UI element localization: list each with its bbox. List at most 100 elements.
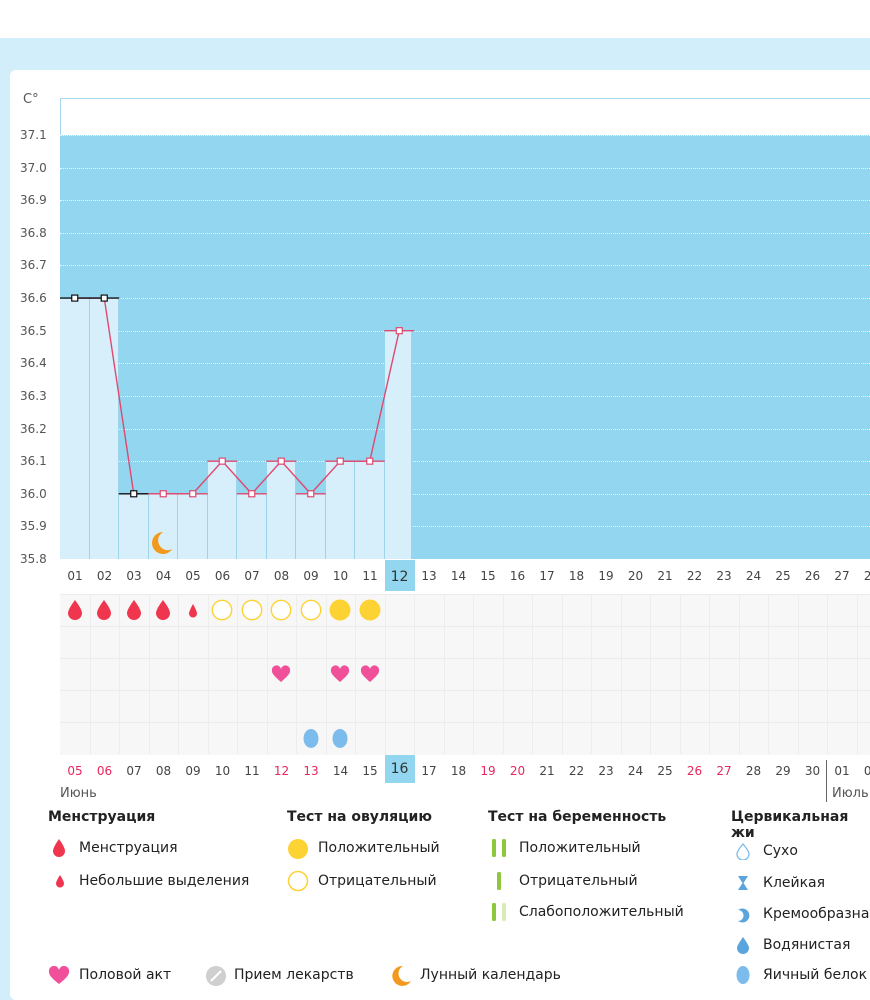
calendar-date-label[interactable]: 27 — [716, 764, 732, 778]
calendar-date-label[interactable]: 02 — [863, 764, 870, 778]
calendar-date-label[interactable]: 22 — [568, 764, 585, 778]
ovulation-positive-marker[interactable] — [359, 599, 381, 621]
intercourse-heart-icon[interactable] — [271, 665, 291, 683]
cycle-day-label[interactable]: 18 — [568, 569, 585, 583]
intercourse-heart-icon[interactable] — [330, 665, 350, 683]
calendar-date-label[interactable]: 05 — [67, 764, 83, 778]
day-column — [325, 461, 355, 559]
ovulation-negative-marker[interactable] — [241, 599, 263, 621]
ovulation-negative-marker[interactable] — [300, 599, 322, 621]
cycle-day-label[interactable]: 24 — [745, 569, 762, 583]
menstruation-drop-icon[interactable] — [155, 599, 171, 621]
calendar-date-label[interactable]: 29 — [775, 764, 791, 778]
calendar-date-label[interactable]: 26 — [686, 764, 703, 778]
grid-line — [60, 200, 870, 202]
cycle-day-label[interactable]: 20 — [627, 569, 644, 583]
menstruation-drop-icon[interactable] — [67, 599, 83, 621]
calendar-date-label[interactable]: 16 — [384, 755, 415, 783]
legend-item-intercourse: Половой акт — [79, 967, 172, 983]
temperature-point — [189, 490, 197, 498]
day-column — [89, 298, 119, 559]
row-cell-separator — [532, 594, 533, 754]
light-drop-icon[interactable] — [188, 603, 198, 619]
cycle-day-label[interactable]: 16 — [509, 569, 526, 583]
calendar-date-label[interactable]: 24 — [627, 764, 644, 778]
cycle-day-label[interactable]: 28 — [863, 569, 870, 583]
month-label-july: Июль — [832, 786, 869, 801]
cycle-day-label[interactable]: 23 — [716, 569, 732, 583]
menstruation-drop-icon[interactable] — [126, 599, 142, 621]
calendar-date-label[interactable]: 11 — [244, 764, 260, 778]
calendar-date-label[interactable]: 14 — [332, 764, 349, 778]
calendar-date-label[interactable]: 07 — [126, 764, 142, 778]
row-cell-separator — [620, 594, 622, 754]
calendar-date-label[interactable]: 13 — [303, 764, 319, 778]
calendar-date-label[interactable]: 19 — [480, 764, 496, 778]
row-cell-separator — [384, 594, 386, 754]
calendar-date-label[interactable]: 23 — [598, 764, 614, 778]
cycle-day-label[interactable]: 14 — [450, 569, 467, 583]
intercourse-heart-icon[interactable] — [360, 665, 380, 683]
ovulation-positive-marker[interactable] — [329, 599, 351, 621]
cycle-day-label[interactable]: 27 — [834, 569, 850, 583]
calendar-date-label[interactable]: 06 — [96, 764, 113, 778]
cycle-day-label[interactable]: 11 — [362, 569, 378, 583]
y-tick-label: 36.2 — [20, 421, 47, 436]
row-cell-separator — [561, 594, 563, 754]
calendar-date-label[interactable]: 15 — [362, 764, 378, 778]
cycle-day-label[interactable]: 17 — [539, 569, 555, 583]
cycle-day-label[interactable]: 01 — [67, 569, 83, 583]
calendar-date-label[interactable]: 25 — [657, 764, 673, 778]
ovulation-negative-marker[interactable] — [211, 599, 233, 621]
row-cell-separator — [325, 594, 327, 754]
cycle-day-label[interactable]: 15 — [480, 569, 496, 583]
cycle-day-label[interactable]: 02 — [96, 569, 113, 583]
ovulation-negative-marker[interactable] — [270, 599, 292, 621]
cycle-day-label[interactable]: 21 — [657, 569, 673, 583]
temperature-svg — [60, 294, 415, 554]
menstruation-ovulation-row — [60, 594, 870, 627]
legend-item-medication: Прием лекарств — [234, 967, 354, 983]
calendar-date-label[interactable]: 28 — [745, 764, 762, 778]
calendar-date-label[interactable]: 12 — [273, 764, 290, 778]
mucus-egg-white-icon[interactable] — [303, 728, 319, 749]
egg-white-icon — [736, 966, 750, 984]
cycle-day-label[interactable]: 25 — [775, 569, 791, 583]
temperature-point — [336, 457, 344, 465]
legend-item-watery: Водянистая — [763, 937, 851, 953]
day-column — [178, 493, 208, 559]
calendar-date-label[interactable]: 30 — [804, 764, 821, 778]
cycle-day-label[interactable]: 13 — [421, 569, 437, 583]
calendar-date-label[interactable]: 01 — [834, 764, 850, 778]
cycle-day-label[interactable]: 19 — [598, 569, 614, 583]
calendar-date-label[interactable]: 21 — [539, 764, 555, 778]
cycle-day-label[interactable]: 06 — [214, 569, 231, 583]
menstruation-drop-icon[interactable] — [96, 599, 112, 621]
cycle-day-label[interactable]: 07 — [244, 569, 260, 583]
cycle-day-label[interactable]: 05 — [185, 569, 201, 583]
calendar-date-label[interactable]: 08 — [155, 764, 172, 778]
calendar-date-label[interactable]: 20 — [509, 764, 526, 778]
cycle-day-label[interactable]: 08 — [273, 569, 290, 583]
cycle-day-label[interactable]: 04 — [155, 569, 172, 583]
y-tick-label: 35.9 — [20, 519, 47, 534]
grid-line — [60, 265, 870, 267]
legend-item-ovulation-positive: Положительный — [318, 840, 440, 856]
legend-item-moon: Лунный календарь — [420, 967, 561, 983]
temperature-point — [130, 490, 138, 498]
calendar-date-label[interactable]: 10 — [214, 764, 231, 778]
cycle-day-label[interactable]: 22 — [686, 569, 703, 583]
watery-icon — [737, 937, 749, 954]
cycle-day-label[interactable]: 03 — [126, 569, 142, 583]
calendar-date-label[interactable]: 17 — [421, 764, 437, 778]
moon-marker — [152, 531, 173, 554]
cycle-day-label[interactable]: 12 — [384, 560, 415, 591]
calendar-date-label[interactable]: 09 — [185, 764, 201, 778]
cycle-day-label[interactable]: 09 — [303, 569, 319, 583]
y-tick-label: 36.4 — [20, 356, 47, 371]
calendar-date-label[interactable]: 18 — [450, 764, 467, 778]
row-cell-separator — [119, 594, 120, 754]
cycle-day-label[interactable]: 26 — [804, 569, 821, 583]
cycle-day-label[interactable]: 10 — [332, 569, 349, 583]
mucus-egg-white-icon[interactable] — [332, 728, 348, 749]
